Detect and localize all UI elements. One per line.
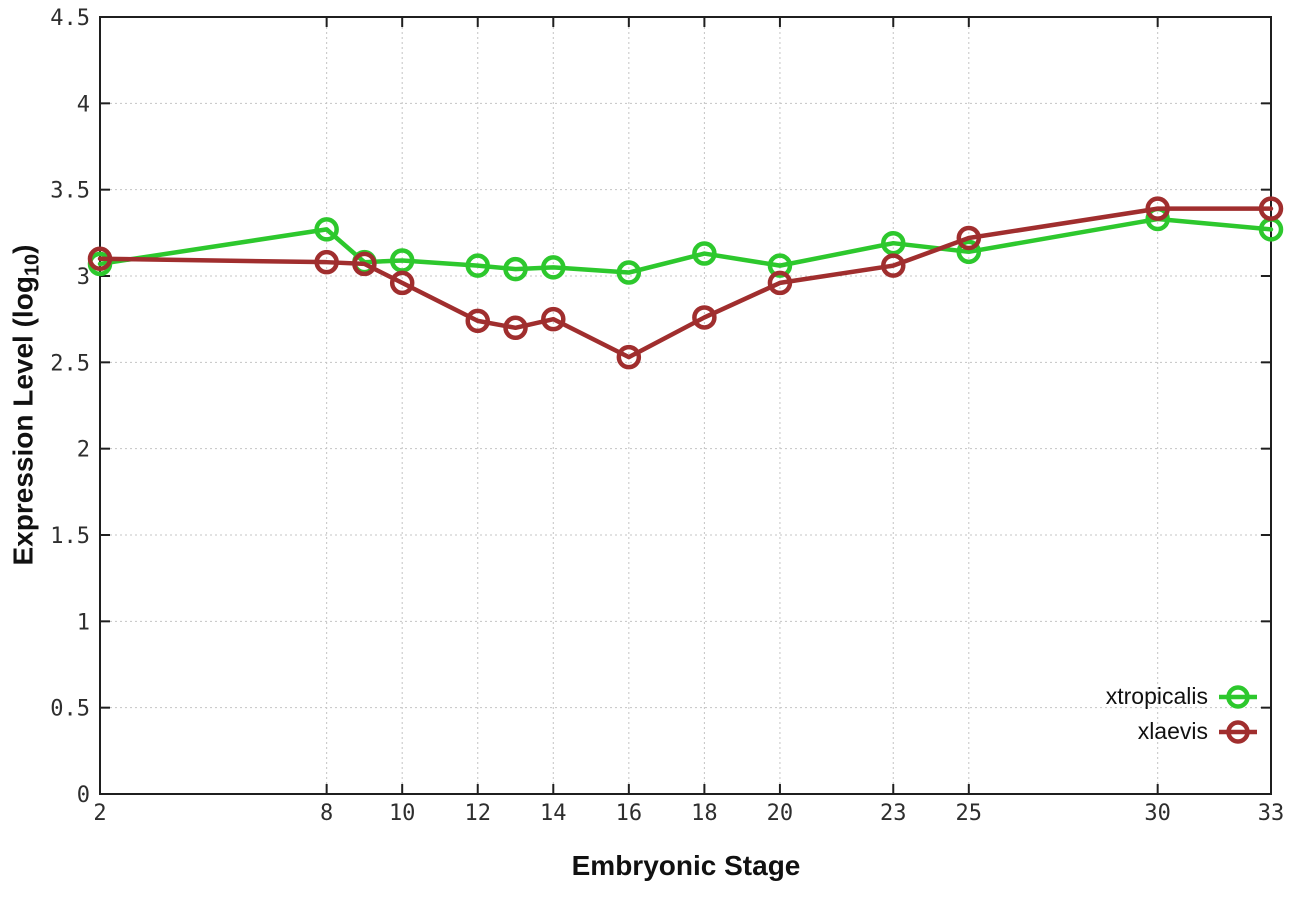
series-xtropicalis-point bbox=[541, 255, 566, 280]
series-xlaevis-point bbox=[956, 225, 982, 251]
x-tick-label: 16 bbox=[616, 801, 643, 826]
series-xtropicalis-point bbox=[314, 217, 339, 242]
series-xlaevis-point bbox=[541, 306, 566, 332]
y-tick-label: 0.5 bbox=[50, 697, 90, 722]
series-xlaevis-point bbox=[767, 270, 793, 296]
series-xtropicalis-point bbox=[956, 239, 982, 265]
y-axis-label-text: Expression Level (log bbox=[7, 276, 39, 566]
y-tick-label: 4 bbox=[77, 92, 90, 117]
y-axis-label-close: ) bbox=[7, 244, 39, 254]
y-tick-label: 3 bbox=[77, 265, 90, 290]
x-tick-label: 14 bbox=[540, 801, 567, 826]
x-tick-label: 33 bbox=[1258, 801, 1285, 826]
x-tick-label: 2 bbox=[93, 801, 106, 826]
series-xtropicalis-point bbox=[692, 241, 717, 266]
series-xlaevis-point bbox=[465, 308, 490, 334]
legend-item-xtropicalis: xtropicalis bbox=[1106, 679, 1258, 714]
legend-label-xtropicalis: xtropicalis bbox=[1105, 683, 1208, 709]
series-xlaevis-point bbox=[352, 251, 377, 277]
series-xlaevis-point bbox=[1258, 196, 1284, 221]
x-tick-label: 30 bbox=[1144, 801, 1171, 826]
x-tick-label: 20 bbox=[767, 801, 794, 826]
series-xlaevis-point bbox=[616, 344, 642, 370]
y-tick-label: 3.5 bbox=[50, 179, 90, 204]
x-tick-label: 10 bbox=[389, 801, 416, 826]
y-tick-label: 1 bbox=[77, 610, 90, 635]
y-tick-label: 0 bbox=[77, 783, 90, 808]
series-xtropicalis-point bbox=[389, 248, 415, 273]
legend-item-xlaevis: xlaevis bbox=[1106, 714, 1258, 749]
x-axis-label: Embryonic Stage bbox=[571, 850, 801, 881]
series-xtropicalis-point bbox=[767, 253, 793, 278]
y-tick-label: 2 bbox=[77, 438, 90, 463]
series-xlaevis-point bbox=[503, 315, 528, 341]
y-tick-label: 1.5 bbox=[50, 524, 90, 549]
legend: xtropicalis xlaevis bbox=[1106, 679, 1258, 749]
xlaevis-marker-icon bbox=[1219, 719, 1257, 744]
y-axis-label: Expression Level (log10) bbox=[8, 245, 45, 566]
x-tick-label: 25 bbox=[956, 801, 983, 826]
series-xlaevis-point bbox=[881, 253, 906, 278]
series-xlaevis-point bbox=[389, 270, 415, 296]
series-xlaevis-point bbox=[314, 249, 339, 275]
x-tick-label: 18 bbox=[691, 801, 718, 826]
series-xlaevis-point bbox=[87, 246, 113, 271]
xtropicalis-marker-icon bbox=[1219, 684, 1257, 709]
series-xtropicalis-point bbox=[881, 230, 906, 256]
series-xtropicalis-point bbox=[616, 260, 642, 285]
y-tick-label: 4.5 bbox=[50, 6, 90, 31]
x-tick-label: 12 bbox=[464, 801, 491, 826]
y-axis-label-subscript: 10 bbox=[21, 253, 44, 277]
series-xlaevis-point bbox=[692, 305, 717, 330]
series-xtropicalis-line bbox=[97, 216, 1274, 275]
series-xlaevis-point bbox=[1145, 196, 1170, 221]
series-xtropicalis-point bbox=[465, 253, 490, 278]
series-xlaevis-line bbox=[97, 206, 1274, 360]
series-xtropicalis-point bbox=[503, 256, 528, 282]
y-tick-label: 2.5 bbox=[50, 351, 90, 376]
legend-label-xlaevis: xlaevis bbox=[1137, 718, 1208, 744]
plot-border bbox=[99, 16, 1272, 795]
x-tick-label: 8 bbox=[320, 801, 333, 826]
x-tick-label: 23 bbox=[880, 801, 907, 826]
